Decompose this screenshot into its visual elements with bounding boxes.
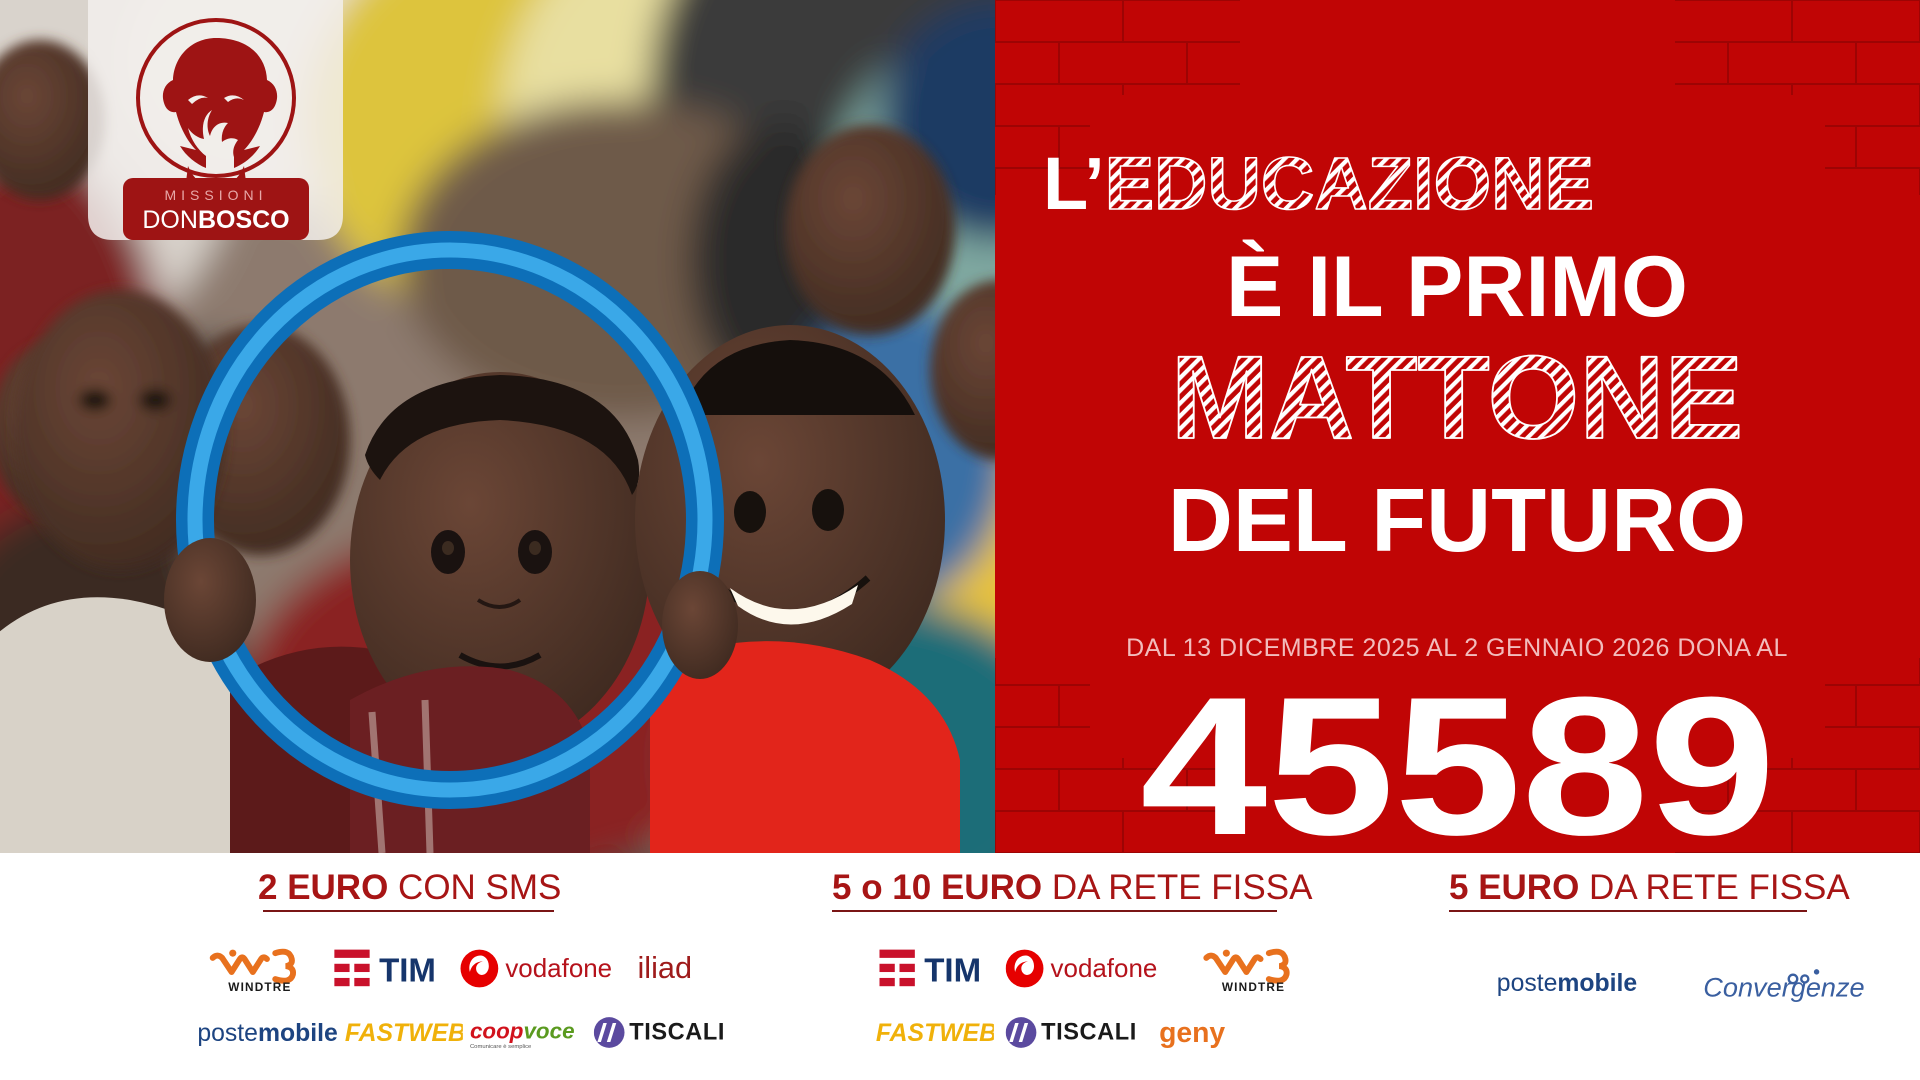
svg-text:vodafone: vodafone bbox=[1051, 953, 1158, 983]
svg-text:coopvoce: coopvoce bbox=[470, 1018, 575, 1043]
svg-text:MISSIONI: MISSIONI bbox=[164, 187, 267, 203]
svg-text:FASTWEB: FASTWEB bbox=[876, 1020, 994, 1047]
svg-text:TIM: TIM bbox=[924, 951, 981, 988]
svg-text:L’EDUCAZIONE: L’EDUCAZIONE bbox=[1043, 142, 1594, 225]
svg-text:vodafone: vodafone bbox=[505, 953, 612, 983]
svg-text:È IL PRIMO: È IL PRIMO bbox=[1226, 239, 1688, 335]
svg-text:WINDTRE: WINDTRE bbox=[228, 981, 291, 994]
svg-text:TISCALI: TISCALI bbox=[629, 1019, 725, 1045]
svg-text:Comunicare è semplice: Comunicare è semplice bbox=[470, 1044, 531, 1050]
svg-text:DEL FUTURO: DEL FUTURO bbox=[1168, 471, 1746, 571]
svg-text:MATTONE: MATTONE bbox=[1171, 332, 1743, 464]
svg-text:TIM: TIM bbox=[378, 951, 435, 988]
svg-text:TISCALI: TISCALI bbox=[1041, 1019, 1137, 1045]
svg-text:geny: geny bbox=[1159, 1017, 1225, 1049]
svg-text:Convergenze: Convergenze bbox=[1703, 972, 1864, 1003]
svg-text:postemobile: postemobile bbox=[1497, 970, 1637, 997]
svg-text:DONBOSCO: DONBOSCO bbox=[142, 206, 289, 234]
svg-text:WINDTRE: WINDTRE bbox=[1222, 981, 1285, 994]
svg-text:iliad: iliad bbox=[638, 951, 693, 985]
svg-text:postemobile: postemobile bbox=[198, 1020, 338, 1047]
svg-text:FASTWEB: FASTWEB bbox=[345, 1020, 463, 1047]
